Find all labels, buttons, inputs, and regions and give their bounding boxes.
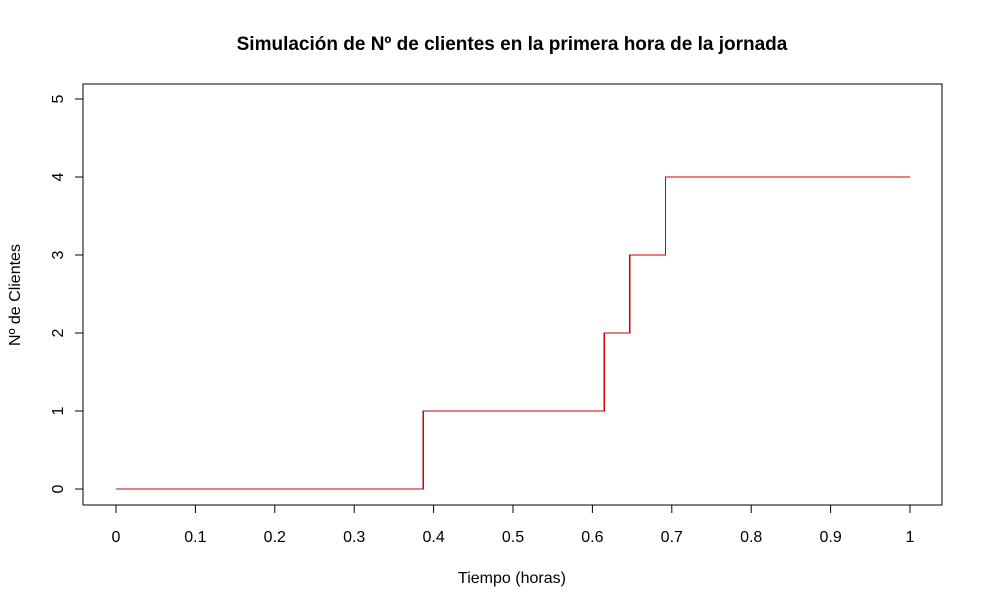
y-tick-label: 2 [50,328,67,337]
y-tick-label: 3 [50,250,67,259]
y-axis-label: Nº de Clientes [7,244,24,346]
x-tick-label: 0.1 [184,529,206,546]
x-tick-label: 0.6 [581,529,603,546]
x-axis-label: Tiempo (horas) [458,570,566,587]
y-tick-label: 0 [50,484,67,493]
y-tick-label: 4 [50,172,67,181]
y-tick-label: 5 [50,94,67,103]
x-tick-label: 0.2 [264,529,286,546]
x-tick-label: 0.5 [502,529,524,546]
y-tick-label: 1 [50,406,67,415]
x-tick-label: 0.9 [819,529,841,546]
x-tick-label: 1 [906,529,915,546]
series-layer [116,176,910,490]
x-tick-label: 0.3 [343,529,365,546]
x-tick-label: 0.8 [740,529,762,546]
series-line-0 [116,176,910,490]
chart-title: Simulación de Nº de clientes en la prime… [237,34,788,55]
x-tick-label: 0 [112,529,121,546]
x-tick-label: 0.7 [661,529,683,546]
x-tick-label: 0.4 [422,529,444,546]
y-axis: 0 1 2 3 4 5 [50,94,84,493]
x-axis: 0 0.1 0.2 0.3 0.4 0.5 0.6 0.7 0.8 0.9 1 [112,504,915,546]
plot-frame [82,83,943,506]
